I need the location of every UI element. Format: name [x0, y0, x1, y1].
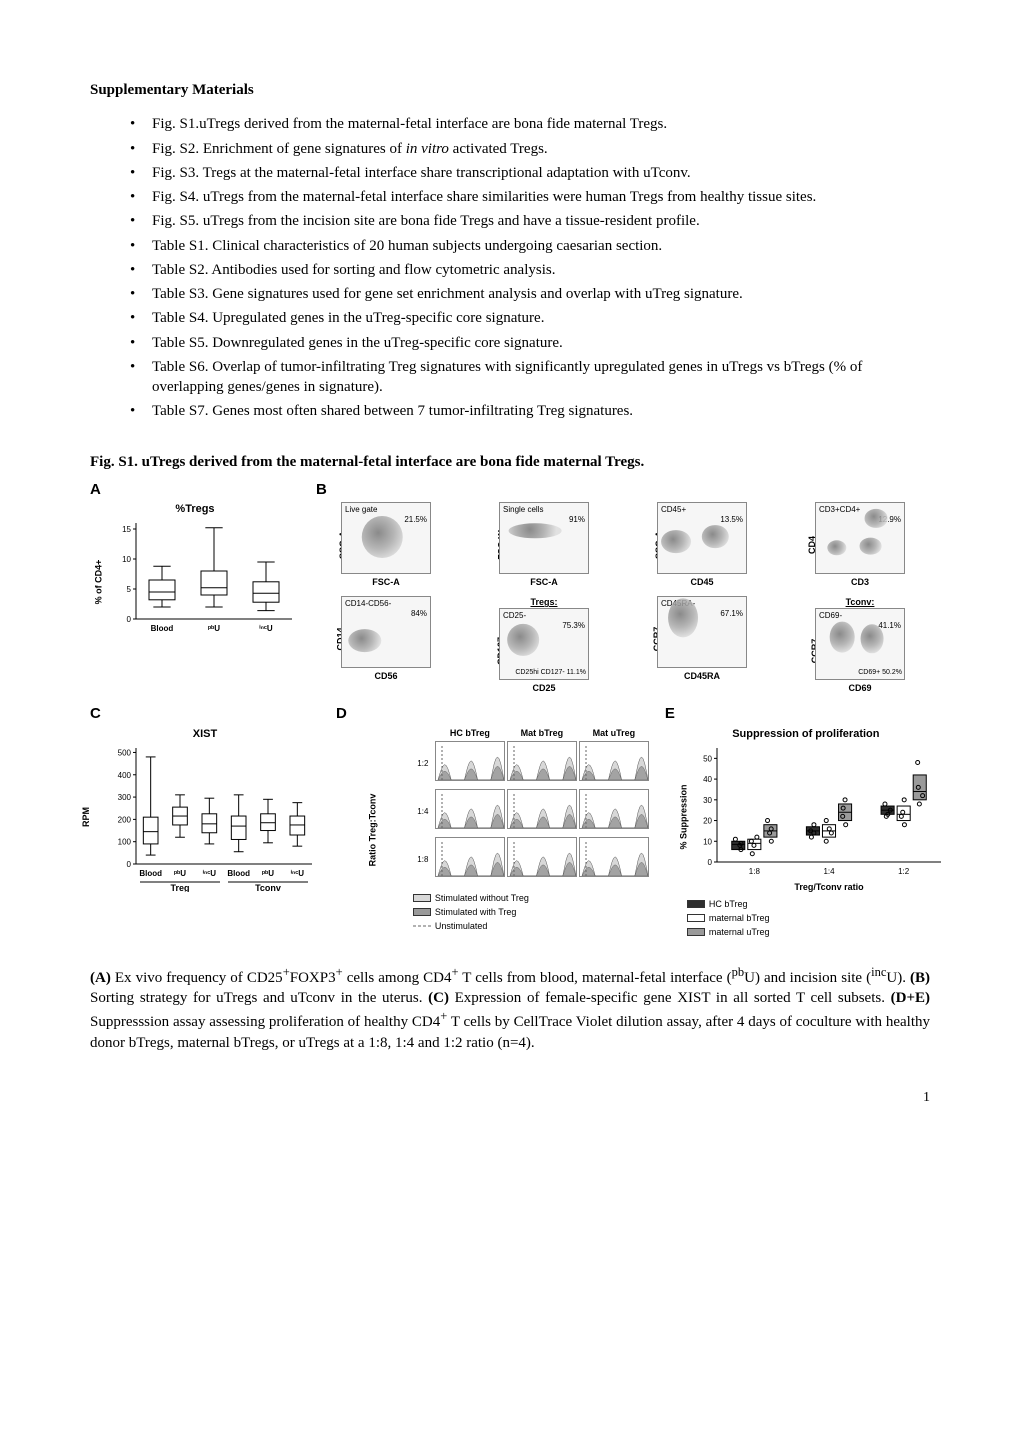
panel-e-title: Suppression of proliferation — [665, 727, 947, 742]
panel-d-body: Ratio Treg:TconvHC bTregMat bTregMat uTr… — [336, 727, 649, 934]
svg-text:ⁱⁿᶜU: ⁱⁿᶜU — [259, 623, 273, 633]
svg-text:ⁱⁿᶜU: ⁱⁿᶜU — [291, 868, 305, 878]
panel-a: A %Tregs % of CD4+ 0 5 10 15 Blood ᵖᵇU ⁱⁿᶜU — [90, 480, 300, 695]
svg-text:1:8: 1:8 — [749, 867, 761, 876]
toc-list: •Fig. S1.uTregs derived from the materna… — [130, 114, 930, 421]
toc-item: •Fig. S1.uTregs derived from the materna… — [130, 114, 930, 134]
svg-text:ⁱⁿᶜU: ⁱⁿᶜU — [203, 868, 217, 878]
svg-text:50: 50 — [703, 754, 712, 763]
flow-plot: FSC-W Single cells 91% FSC-A — [474, 502, 614, 588]
svg-text:ᵖᵇU: ᵖᵇU — [208, 624, 220, 633]
flow-plot: Tconv: CCR7 CD69- 41.1% CD69+ 50.2% CD69 — [790, 596, 930, 694]
svg-text:Blood: Blood — [227, 869, 250, 878]
toc-item: •Fig. S5. uTregs from the incision site … — [130, 211, 930, 231]
svg-text:100: 100 — [118, 837, 132, 846]
toc-item: •Table S4. Upregulated genes in the uTre… — [130, 308, 930, 328]
svg-text:Treg: Treg — [170, 883, 189, 892]
svg-text:Tconv: Tconv — [255, 883, 281, 892]
svg-text:Treg/Tconv ratio: Treg/Tconv ratio — [794, 882, 864, 892]
panel-c-letter: C — [90, 704, 320, 724]
flow-plot: SSC-A CD45+ 13.5% CD45 — [632, 502, 772, 588]
toc-item: •Fig. S4. uTregs from the maternal-fetal… — [130, 187, 930, 207]
toc-item: •Table S5. Downregulated genes in the uT… — [130, 333, 930, 353]
panel-c-ylabel: RPM — [80, 807, 92, 827]
toc-item: •Table S7. Genes most often shared betwe… — [130, 401, 930, 421]
page-number: 1 — [90, 1089, 930, 1108]
svg-text:Blood: Blood — [139, 869, 162, 878]
svg-text:300: 300 — [118, 793, 132, 802]
panel-a-chart: 0 5 10 15 Blood ᵖᵇU ⁱⁿᶜU — [108, 517, 298, 647]
svg-text:40: 40 — [703, 775, 712, 784]
section-title: Supplementary Materials — [90, 80, 930, 100]
toc-item: •Table S6. Overlap of tumor-infiltrating… — [130, 357, 930, 398]
figure-caption: (A) Ex vivo frequency of CD25+FOXP3+ cel… — [90, 964, 930, 1053]
panel-e: E Suppression of proliferation % Suppres… — [665, 704, 947, 940]
flow-plot: CD4 CD3+CD4+ 12.9% CD3 — [790, 502, 930, 588]
svg-text:500: 500 — [118, 748, 132, 757]
svg-text:1:4: 1:4 — [823, 867, 835, 876]
svg-text:0: 0 — [127, 860, 132, 869]
panel-b: B SSC-A Live gate 21.5% FSC-A FSC-W Sing… — [316, 480, 930, 695]
toc-item: •Table S2. Antibodies used for sorting a… — [130, 260, 930, 280]
svg-text:0: 0 — [127, 615, 132, 624]
figure-s1: A %Tregs % of CD4+ 0 5 10 15 Blood ᵖᵇU ⁱⁿᶜU B … — [90, 480, 930, 940]
svg-text:Blood: Blood — [151, 624, 174, 633]
flow-plot: CD14 CD14-CD56- 84% CD56 — [316, 596, 456, 694]
svg-text:20: 20 — [703, 816, 712, 825]
panel-a-letter: A — [90, 480, 300, 500]
panel-e-chart: 0 10 20 30 40 50 1:8 1:4 1:2 Treg/Tconv ratio — [687, 742, 947, 892]
svg-text:1:2: 1:2 — [898, 867, 910, 876]
svg-text:200: 200 — [118, 815, 132, 824]
svg-text:ᵖᵇU: ᵖᵇU — [262, 869, 274, 878]
toc-item: •Fig. S2. Enrichment of gene signatures … — [130, 139, 930, 159]
svg-text:0: 0 — [707, 858, 712, 867]
toc-item: •Table S3. Gene signatures used for gene… — [130, 284, 930, 304]
svg-text:30: 30 — [703, 795, 712, 804]
panel-c-chart: 0 100 200 300 400 500 Blood ᵖᵇU ⁱⁿᶜU Blood ᵖᵇU ⁱⁿᶜU… — [108, 742, 318, 892]
svg-text:10: 10 — [703, 837, 712, 846]
panel-b-letter: B — [316, 480, 930, 500]
flow-plot: CCR7 CD45RA- 67.1% CD45RA — [632, 596, 772, 694]
svg-text:ᵖᵇU: ᵖᵇU — [174, 869, 186, 878]
panel-d: D Ratio Treg:TconvHC bTregMat bTregMat u… — [336, 704, 649, 934]
svg-text:5: 5 — [127, 585, 132, 594]
panel-e-legend: HC bTregmaternal bTregmaternal uTreg — [687, 898, 947, 938]
toc-item: •Fig. S3. Tregs at the maternal-fetal in… — [130, 163, 930, 183]
svg-text:15: 15 — [122, 525, 131, 534]
panel-a-title: %Tregs — [90, 502, 300, 517]
panel-c: C XIST RPM 0100200300400500BloodᵖᵇUⁱⁿᶜUB… — [90, 704, 320, 891]
svg-text:400: 400 — [118, 770, 132, 779]
panel-d-letter: D — [336, 704, 649, 724]
panel-a-ylabel: % of CD4+ — [92, 559, 104, 604]
toc-item: •Table S1. Clinical characteristics of 2… — [130, 236, 930, 256]
figure-title: Fig. S1. uTregs derived from the materna… — [90, 452, 930, 472]
panel-e-letter: E — [665, 704, 947, 724]
svg-text:10: 10 — [122, 555, 131, 564]
panel-c-title: XIST — [90, 727, 320, 742]
panel-e-ylabel: % Suppression — [677, 784, 689, 849]
flow-plot: Tregs: CD127 CD25- 75.3% CD25hi CD127- 1… — [474, 596, 614, 694]
panel-b-grid: SSC-A Live gate 21.5% FSC-A FSC-W Single… — [316, 502, 930, 694]
flow-plot: SSC-A Live gate 21.5% FSC-A — [316, 502, 456, 588]
